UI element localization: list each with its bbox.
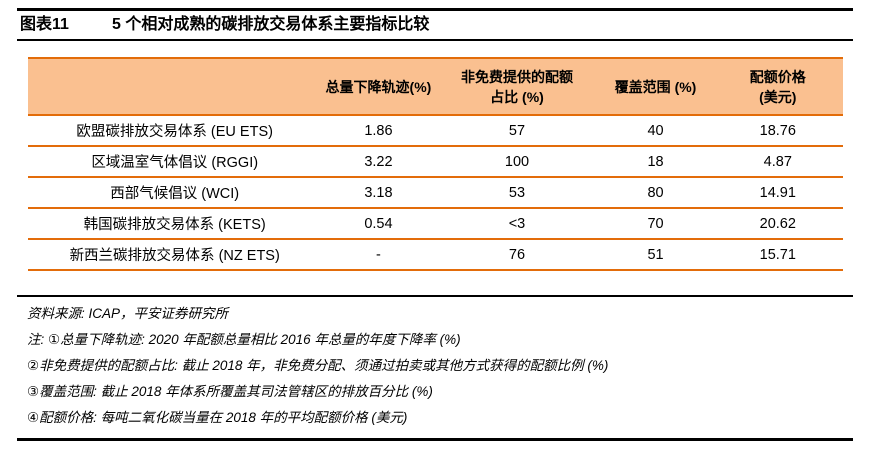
header-non-free-line2: 占比 (%) — [490, 88, 544, 105]
cap-decline-value: - — [321, 239, 436, 271]
header-non-free-line1: 非免费提供的配额 — [460, 68, 573, 85]
ets-name: 韩国碳排放交易体系 (KETS) — [28, 208, 322, 240]
ets-name: 区域温室气体倡议 (RGGI) — [28, 146, 322, 178]
source-line: 资料来源: ICAP，平安证券研究所 — [27, 306, 229, 321]
note-coverage: ③覆盖范围: 截止 2018 年体系所覆盖其司法管辖区的排放百分比 (%) — [27, 384, 433, 399]
table-row: 韩国碳排放交易体系 (KETS) 0.54 <3 70 20.62 — [28, 208, 843, 240]
price-value: 18.76 — [712, 115, 843, 147]
coverage-value: 18 — [598, 146, 713, 178]
non-free-value: <3 — [435, 208, 599, 240]
table-row: 西部气候倡议 (WCI) 3.18 53 80 14.91 — [28, 177, 843, 209]
header-system-name — [28, 57, 322, 116]
coverage-value: 80 — [598, 177, 713, 209]
notes-section: 资料来源: ICAP，平安证券研究所 注: ①总量下降轨迹: 2020 年配额总… — [17, 295, 853, 441]
coverage-value: 70 — [598, 208, 713, 240]
header-non-free-allowance: 非免费提供的配额 占比 (%) — [435, 57, 599, 116]
coverage-value: 40 — [598, 115, 713, 147]
ets-name: 西部气候倡议 (WCI) — [28, 177, 322, 209]
coverage-value: 51 — [598, 239, 713, 271]
figure-title: 5 个相对成熟的碳排放交易体系主要指标比较 — [112, 16, 430, 33]
header-cap-decline: 总量下降轨迹(%) — [321, 57, 436, 116]
header-price-line1: 配额价格 — [749, 68, 806, 85]
figure-number: 图表11 — [20, 16, 69, 33]
price-value: 15.71 — [712, 239, 843, 271]
ets-name: 欧盟碳排放交易体系 (EU ETS) — [28, 115, 322, 147]
figure-title-bar: 图表11 5 个相对成熟的碳排放交易体系主要指标比较 — [17, 8, 853, 41]
table-header-row: 总量下降轨迹(%) 非免费提供的配额 占比 (%) 覆盖范围 (%) 配额价格 … — [28, 57, 843, 116]
price-value: 20.62 — [712, 208, 843, 240]
non-free-value: 76 — [435, 239, 599, 271]
carbon-ets-comparison-table: 总量下降轨迹(%) 非免费提供的配额 占比 (%) 覆盖范围 (%) 配额价格 … — [28, 57, 843, 271]
ets-name: 新西兰碳排放交易体系 (NZ ETS) — [28, 239, 322, 271]
cap-decline-value: 3.18 — [321, 177, 436, 209]
header-price: 配额价格 (美元) — [712, 57, 843, 116]
non-free-value: 57 — [435, 115, 599, 147]
cap-decline-value: 1.86 — [321, 115, 436, 147]
non-free-value: 100 — [435, 146, 599, 178]
note-cap-decline: 注: ①总量下降轨迹: 2020 年配额总量相比 2016 年总量的年度下降率 … — [27, 332, 461, 347]
cap-decline-value: 3.22 — [321, 146, 436, 178]
header-coverage: 覆盖范围 (%) — [598, 57, 713, 116]
table-row: 区域温室气体倡议 (RGGI) 3.22 100 18 4.87 — [28, 146, 843, 178]
note-non-free: ②非免费提供的配额占比: 截止 2018 年，非免费分配、须通过拍卖或其他方式获… — [27, 358, 609, 373]
non-free-value: 53 — [435, 177, 599, 209]
cap-decline-value: 0.54 — [321, 208, 436, 240]
price-value: 14.91 — [712, 177, 843, 209]
table-row: 新西兰碳排放交易体系 (NZ ETS) - 76 51 15.71 — [28, 239, 843, 271]
price-value: 4.87 — [712, 146, 843, 178]
table-row: 欧盟碳排放交易体系 (EU ETS) 1.86 57 40 18.76 — [28, 115, 843, 147]
note-price: ④配额价格: 每吨二氧化碳当量在 2018 年的平均配额价格 (美元) — [27, 410, 408, 425]
header-price-line2: (美元) — [759, 88, 797, 105]
